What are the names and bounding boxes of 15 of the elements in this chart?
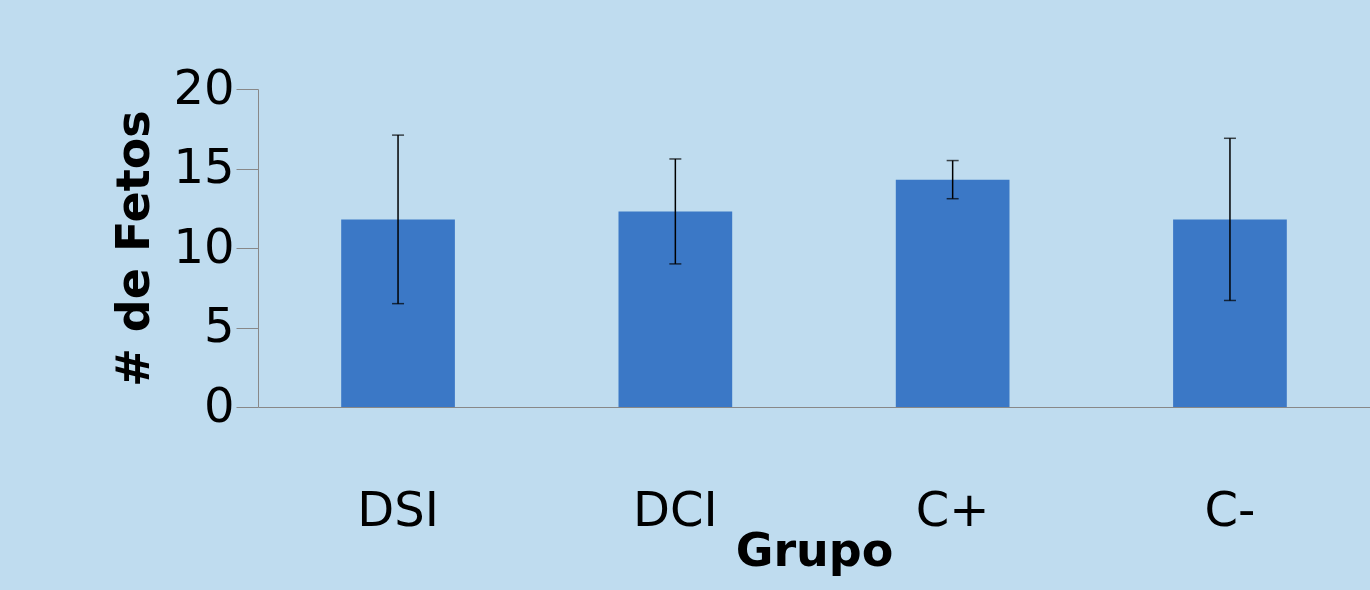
bar <box>1173 219 1287 407</box>
y-tick-label: 10 <box>173 217 235 274</box>
y-tick-label: 15 <box>173 138 235 194</box>
bar <box>895 179 1010 407</box>
y-axis-title: # de Fetos <box>106 110 161 387</box>
y-tick-label: 0 <box>203 376 235 433</box>
x-axis-title: Grupo <box>735 522 894 577</box>
bar <box>341 219 455 407</box>
bar <box>618 211 733 407</box>
y-tick-label: 5 <box>203 297 235 353</box>
x-tick-label: DSI <box>357 480 439 537</box>
y-tick-label: 20 <box>173 58 235 115</box>
x-tick-label: DCI <box>633 480 718 537</box>
x-tick-label: C- <box>1204 480 1256 537</box>
x-tick-label: C+ <box>915 480 990 537</box>
